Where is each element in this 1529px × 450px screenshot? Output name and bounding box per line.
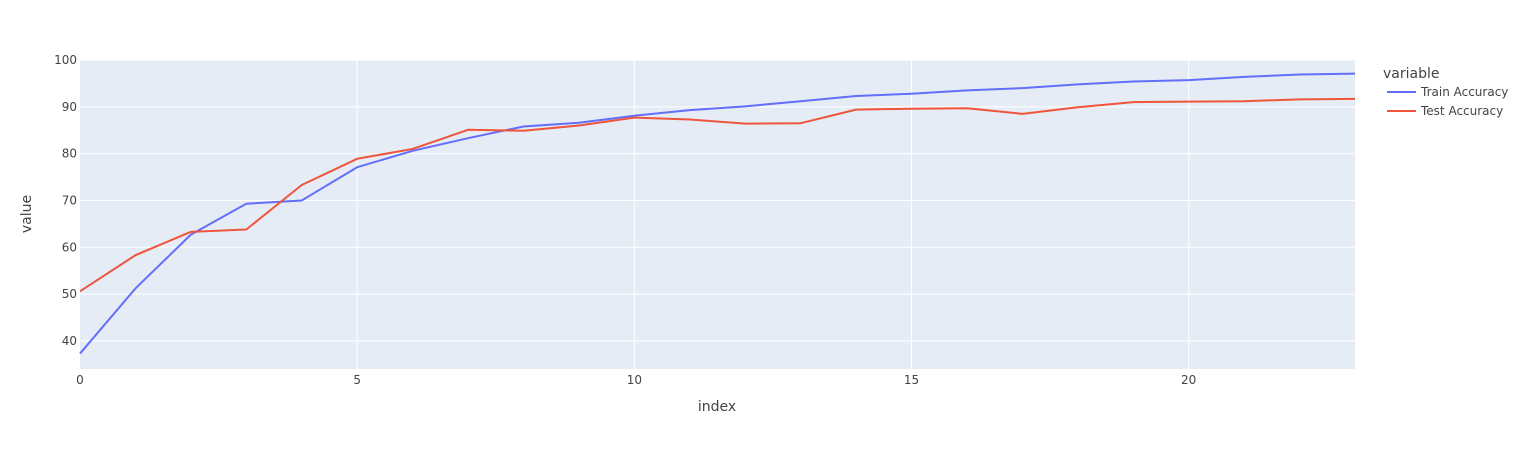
legend-label: Train Accuracy bbox=[1420, 85, 1508, 99]
x-axis-title: index bbox=[698, 399, 736, 415]
y-axis-title: value bbox=[19, 195, 35, 233]
x-tick-label: 20 bbox=[1181, 373, 1196, 387]
legend-label: Test Accuracy bbox=[1420, 104, 1503, 118]
y-tick-label: 60 bbox=[62, 240, 77, 254]
legend[interactable]: variable Train Accuracy Test Accuracy bbox=[1383, 66, 1508, 118]
y-tick-label: 70 bbox=[62, 193, 77, 207]
x-tick-label: 10 bbox=[627, 373, 642, 387]
legend-item-test-accuracy[interactable]: Test Accuracy bbox=[1387, 104, 1503, 118]
y-tick-label: 40 bbox=[62, 334, 77, 348]
legend-item-train-accuracy[interactable]: Train Accuracy bbox=[1387, 85, 1508, 99]
y-tick-label: 100 bbox=[54, 53, 77, 67]
series-lines bbox=[79, 72, 1356, 355]
y-tick-label: 90 bbox=[62, 100, 77, 114]
y-tick-label: 80 bbox=[62, 147, 77, 161]
series-line-train-accuracy bbox=[79, 72, 1356, 355]
x-tick-label: 0 bbox=[76, 373, 84, 387]
series-line-test-accuracy bbox=[79, 97, 1356, 293]
plot-background bbox=[80, 60, 1355, 369]
legend-title: variable bbox=[1383, 66, 1439, 82]
y-tick-labels: 40 50 60 70 80 90 100 bbox=[54, 53, 77, 348]
x-tick-labels: 0 5 10 15 20 bbox=[76, 373, 1196, 387]
x-tick-label: 5 bbox=[353, 373, 361, 387]
x-tick-label: 15 bbox=[904, 373, 919, 387]
y-tick-label: 50 bbox=[62, 287, 77, 301]
